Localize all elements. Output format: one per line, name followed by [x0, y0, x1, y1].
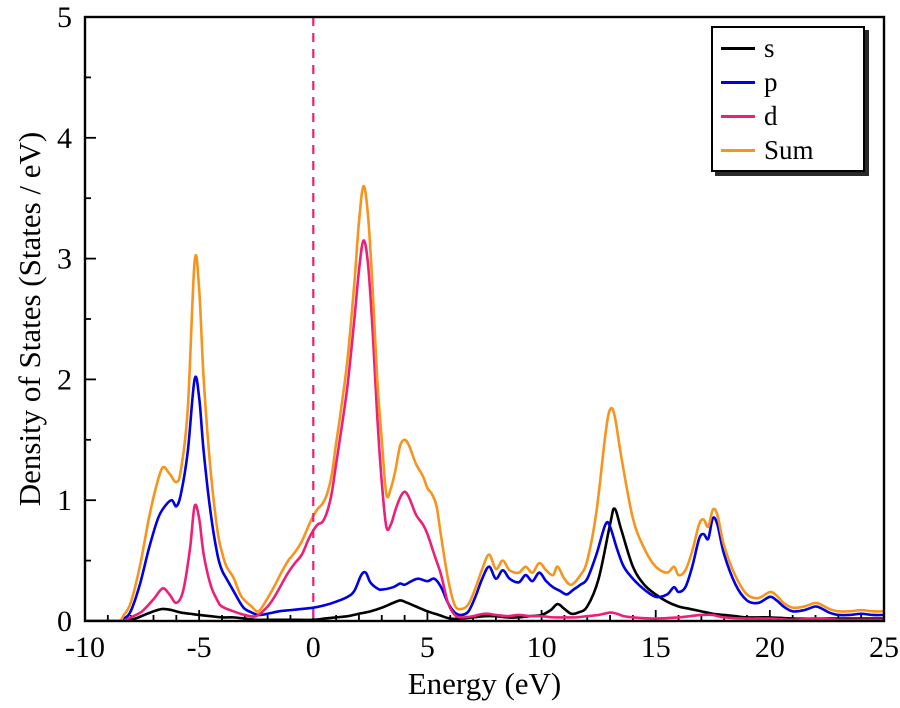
legend-line-sample: [721, 46, 755, 50]
legend-item-d: d: [721, 99, 853, 133]
x-tick-label: 20: [755, 631, 785, 664]
y-tick-labels: 0 1 2 3 4 5: [57, 1, 72, 638]
x-tick-label: 25: [869, 631, 899, 664]
series-line-d: [85, 239, 884, 621]
y-axis-title: Density of States (States / eV): [12, 131, 47, 507]
plot-frame: [83, 15, 886, 623]
legend-line-sample: [721, 148, 755, 152]
y-tick-label: 5: [57, 1, 72, 34]
legend-line-sample: [721, 80, 755, 84]
legend-label: p: [764, 66, 778, 97]
x-tick-label: -5: [187, 631, 212, 664]
series-line-p: [85, 375, 884, 621]
x-tick-label: 15: [641, 631, 671, 664]
legend-item-p: p: [721, 65, 853, 99]
x-tick-label: -10: [65, 631, 105, 664]
y-tick-label: 0: [57, 605, 72, 638]
legend-item-Sum: Sum: [721, 133, 853, 167]
x-tick-label: 0: [306, 631, 321, 664]
legend-label: d: [764, 100, 778, 131]
y-tick-label: 2: [57, 363, 72, 396]
legend: s p d Sum: [711, 26, 865, 172]
x-tick-labels: -10 -5 0 5 10 15 20 25: [65, 631, 899, 664]
y-tick-label: 3: [57, 243, 72, 276]
x-tick-label: 5: [420, 631, 435, 664]
series-group: [85, 184, 884, 621]
x-axis-title: Energy (eV): [407, 666, 562, 701]
y-axis-ticks: [85, 16, 96, 622]
y-tick-label: 1: [57, 484, 72, 517]
legend-label: s: [764, 32, 775, 63]
legend-item-s: s: [721, 31, 853, 65]
y-tick-label: 4: [57, 122, 72, 155]
series-line-Sum: [85, 184, 884, 621]
legend-label: Sum: [764, 134, 814, 165]
legend-line-sample: [721, 114, 755, 118]
x-tick-label: 10: [527, 631, 557, 664]
